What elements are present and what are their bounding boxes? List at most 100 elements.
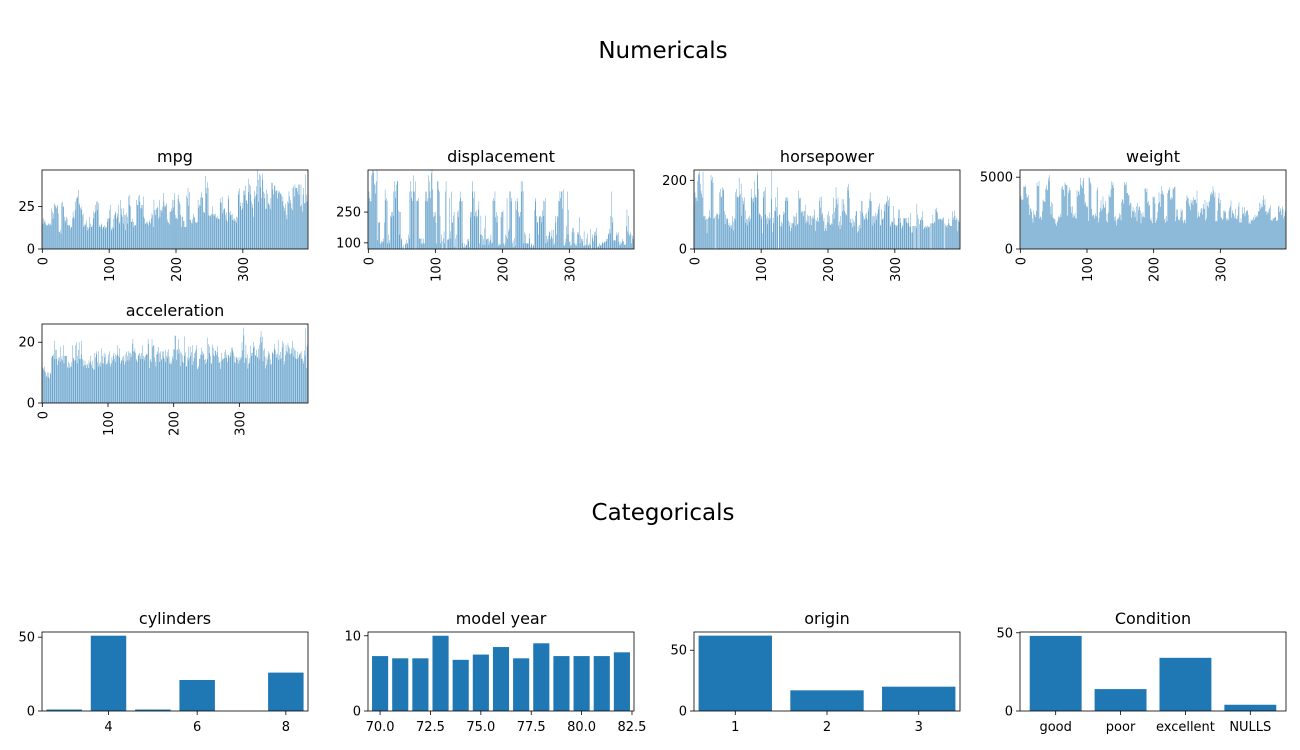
chart-panel-origin: origin 1 2 3 0 50 — [670, 609, 961, 735]
y-tick-label: 0 — [27, 397, 35, 412]
bar — [432, 635, 449, 711]
bar — [573, 656, 590, 711]
x-tick-label: 0 — [36, 257, 51, 265]
x-tick-label: 1 — [731, 720, 739, 735]
bar — [1224, 704, 1277, 711]
x-tick-label: NULLS — [1229, 720, 1271, 735]
chart-title: mpg — [157, 147, 193, 166]
x-tick-label: 100 — [755, 257, 770, 282]
bar — [372, 656, 389, 711]
x-tick-label: poor — [1106, 720, 1136, 735]
bar — [90, 635, 127, 711]
chart-title: acceleration — [126, 301, 225, 320]
bar — [1159, 657, 1212, 711]
x-tick-label: 82.5 — [618, 720, 647, 735]
x-tick-label: 200 — [168, 411, 183, 436]
x-tick-label: 200 — [1148, 257, 1163, 282]
x-tick-label: 75.0 — [466, 720, 495, 735]
x-tick-label: 300 — [1214, 257, 1229, 282]
bar — [492, 647, 510, 711]
x-tick-label: 300 — [563, 257, 578, 282]
chart-title: Condition — [1115, 609, 1191, 628]
x-tick-label: 4 — [104, 720, 112, 735]
chart-title: displacement — [447, 147, 555, 166]
y-tick-label: 10 — [344, 629, 361, 644]
y-tick-label: 250 — [336, 206, 361, 221]
x-tick-label: 300 — [233, 411, 248, 436]
x-tick-label: 200 — [496, 257, 511, 282]
chart-title: horsepower — [780, 147, 875, 166]
bar — [135, 709, 171, 711]
bar — [698, 635, 772, 711]
bar — [452, 659, 469, 711]
x-tick-label: good — [1039, 720, 1071, 735]
y-tick-label: 100 — [336, 236, 361, 251]
chart-panel-model-year: model year 70.0 72.5 75.0 77.5 80.0 82.5 0 10 — [344, 609, 646, 735]
y-tick-label: 0 — [679, 243, 687, 258]
bar — [1029, 635, 1082, 711]
y-tick-label: 0 — [27, 243, 35, 258]
bar — [593, 656, 610, 711]
bar — [472, 654, 489, 711]
x-tick-label: 300 — [889, 257, 904, 282]
x-tick-label: 0 — [36, 411, 51, 419]
section-title-categoricals: Categoricals — [591, 500, 735, 526]
bar — [533, 643, 550, 711]
chart-panel-condition: Condition good poor excellent NULLS 0 50 — [996, 609, 1287, 735]
chart-title: weight — [1126, 147, 1180, 166]
axes-frame — [41, 169, 309, 250]
bar — [392, 658, 409, 711]
y-tick-label: 5000 — [980, 171, 1013, 186]
x-tick-label: 100 — [102, 411, 117, 436]
axes-frame — [1019, 631, 1287, 712]
y-tick-label: 0 — [353, 705, 361, 720]
section-title-numericals: Numericals — [598, 38, 728, 64]
x-tick-label: 0 — [1014, 257, 1029, 265]
chart-panel-horsepower: horsepower 0 100 200 300 0 200 — [662, 147, 961, 282]
y-tick-label: 0 — [679, 705, 687, 720]
y-tick-label: 0 — [1005, 243, 1013, 258]
chart-title: cylinders — [139, 609, 211, 628]
bar — [179, 679, 215, 711]
x-tick-label: 2 — [823, 720, 831, 735]
chart-panel-mpg: mpg 0 100 200 300 0 25 — [18, 147, 309, 282]
x-tick-label: 200 — [822, 257, 837, 282]
x-tick-label: 6 — [193, 720, 201, 735]
y-tick-label: 20 — [18, 336, 35, 351]
axes-frame — [1019, 169, 1287, 250]
y-tick-label: 200 — [662, 174, 687, 189]
y-tick-label: 0 — [27, 705, 35, 720]
axes-frame — [41, 323, 309, 404]
x-tick-label: 72.5 — [416, 720, 445, 735]
axes-frame — [41, 631, 309, 712]
x-tick-label: 70.0 — [366, 720, 395, 735]
y-tick-label: 25 — [18, 200, 35, 215]
y-tick-label: 50 — [670, 644, 687, 659]
y-tick-label: 50 — [996, 626, 1013, 641]
bar — [882, 686, 956, 711]
bar — [790, 690, 864, 711]
x-tick-label: 77.5 — [517, 720, 546, 735]
chart-title: model year — [456, 609, 547, 628]
y-tick-label: 0 — [1005, 705, 1013, 720]
axes-frame — [693, 631, 961, 712]
chart-panel-weight: weight 0 100 200 300 0 5000 — [980, 147, 1287, 282]
bar — [1094, 689, 1147, 711]
bar — [553, 656, 570, 711]
chart-panel-cylinders: cylinders 4 6 8 0 50 — [18, 609, 309, 735]
axes-frame — [367, 169, 635, 250]
x-tick-label: 200 — [170, 257, 185, 282]
x-tick-label: excellent — [1156, 720, 1215, 735]
x-tick-label: 0 — [362, 257, 377, 265]
x-tick-label: 80.0 — [567, 720, 596, 735]
x-tick-label: 3 — [915, 720, 923, 735]
x-tick-label: 300 — [237, 257, 252, 282]
bar — [513, 658, 530, 711]
x-tick-label: 0 — [688, 257, 703, 265]
x-tick-label: 100 — [429, 257, 444, 282]
y-tick-label: 50 — [18, 631, 35, 646]
axes-frame — [367, 631, 635, 712]
bar — [268, 672, 304, 711]
